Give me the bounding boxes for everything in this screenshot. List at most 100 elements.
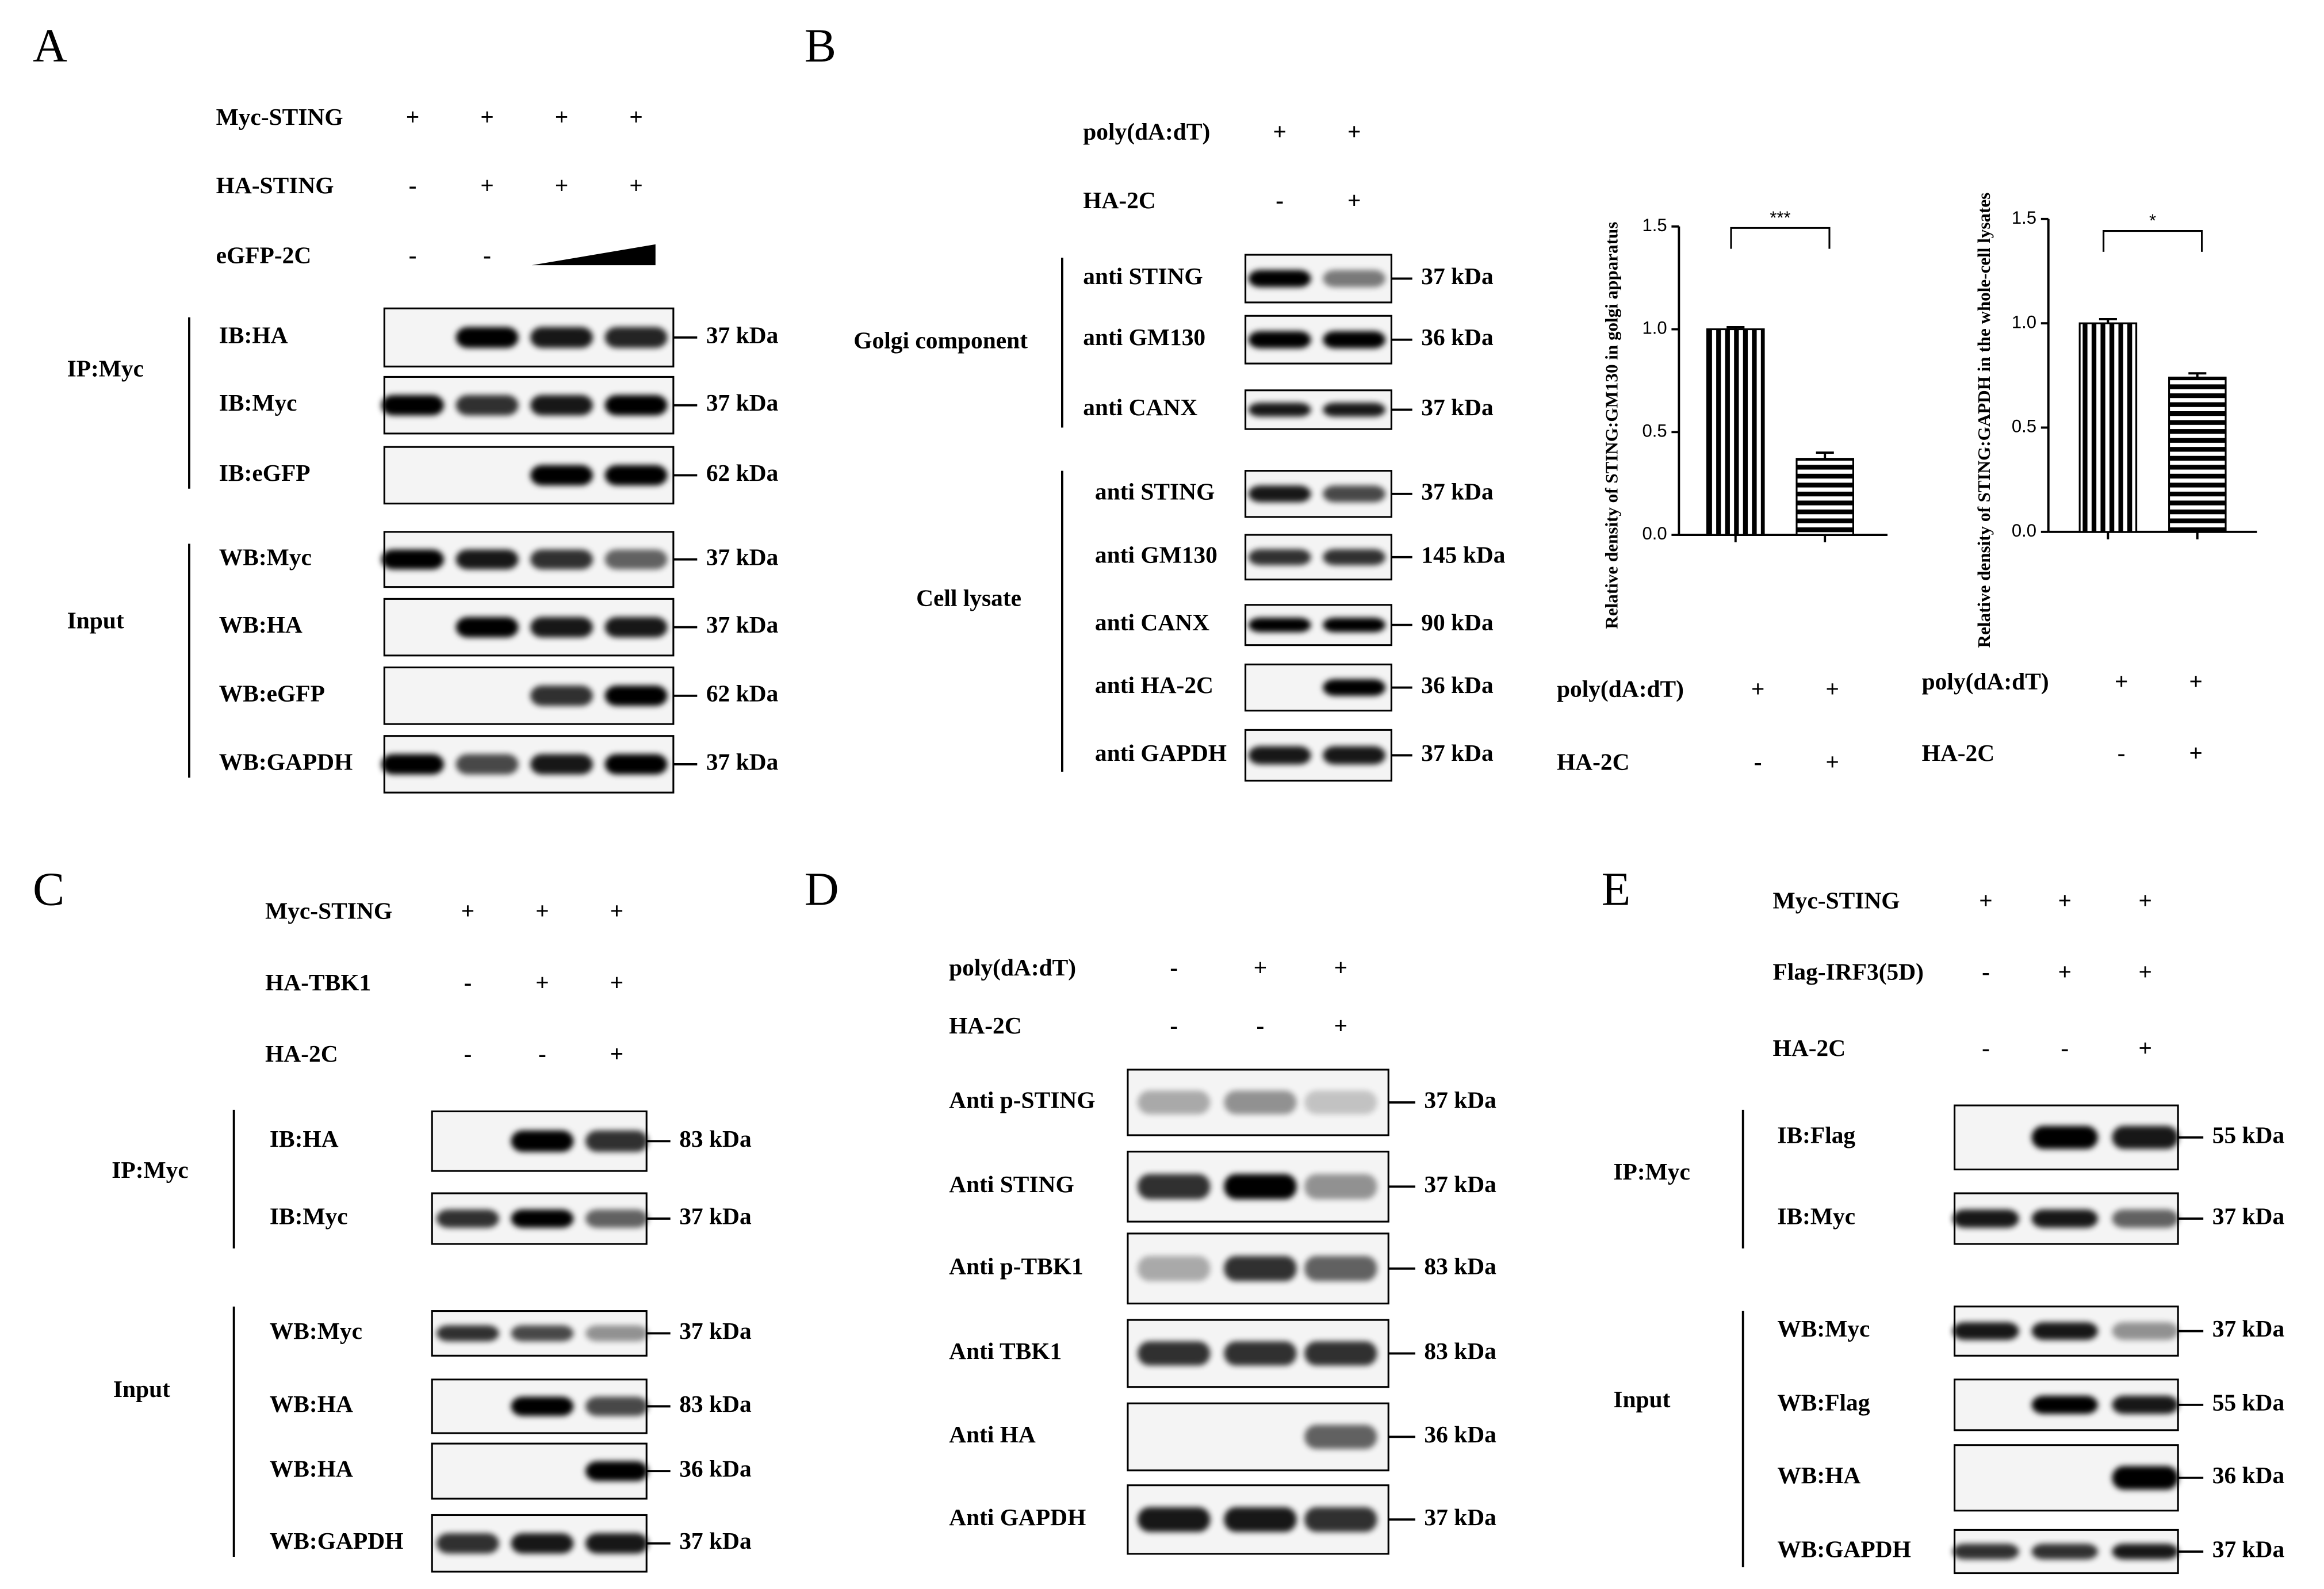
bar bbox=[2168, 376, 2227, 533]
y-tick-label: 0.5 bbox=[2012, 416, 2036, 437]
size-label: 37 kDa bbox=[2212, 1203, 2285, 1229]
band bbox=[1248, 331, 1311, 349]
condition-mark: - bbox=[1170, 954, 1178, 981]
band bbox=[1304, 1255, 1377, 1281]
condition-mark: + bbox=[1334, 1012, 1348, 1039]
condition-mark: + bbox=[535, 969, 549, 995]
blot-label: Anti GAPDH bbox=[949, 1504, 1086, 1530]
band bbox=[1248, 403, 1311, 417]
band bbox=[1138, 1174, 1211, 1200]
band bbox=[1304, 1174, 1377, 1200]
band bbox=[436, 1209, 499, 1228]
condition-name: poly(dA:dT) bbox=[1557, 676, 1684, 703]
size-label: 37 kDa bbox=[1424, 1086, 1496, 1113]
blot-label: IB:eGFP bbox=[219, 460, 311, 486]
condition-mark: - bbox=[2061, 1035, 2069, 1061]
blot-label: IB:HA bbox=[270, 1125, 339, 1152]
band bbox=[585, 1533, 648, 1554]
blot-label: anti GM130 bbox=[1095, 541, 1217, 568]
y-tick-label: 1.5 bbox=[2012, 208, 2036, 228]
band bbox=[2031, 1544, 2098, 1560]
blot-label: IB:HA bbox=[219, 321, 288, 348]
condition-mark: + bbox=[2058, 959, 2072, 985]
band bbox=[2112, 1466, 2178, 1490]
band bbox=[1323, 746, 1386, 765]
size-label: 83 kDa bbox=[1424, 1338, 1496, 1364]
size-label: 55 kDa bbox=[2212, 1121, 2285, 1148]
bar bbox=[2078, 322, 2138, 533]
band bbox=[381, 549, 444, 569]
size-label: 36 kDa bbox=[2212, 1462, 2285, 1488]
size-label: 37 kDa bbox=[1421, 263, 1494, 289]
band bbox=[585, 1396, 648, 1416]
condition-mark: - bbox=[1982, 1035, 1990, 1061]
condition-mark: + bbox=[2138, 959, 2152, 985]
condition-mark: + bbox=[1825, 748, 1839, 775]
condition-mark: + bbox=[1825, 676, 1839, 702]
size-label: 37 kDa bbox=[706, 389, 779, 416]
band bbox=[1248, 485, 1311, 503]
condition-mark: + bbox=[610, 969, 624, 995]
band bbox=[1224, 1507, 1297, 1532]
blot-label: IB:Myc bbox=[219, 389, 297, 416]
condition-mark: + bbox=[2189, 668, 2203, 695]
band bbox=[1304, 1425, 1377, 1449]
size-label: 37 kDa bbox=[2212, 1536, 2285, 1562]
blot-label: WB:HA bbox=[270, 1456, 353, 1482]
blot-label: anti CANX bbox=[1083, 394, 1197, 420]
size-label: 37 kDa bbox=[1421, 740, 1494, 766]
gradient-wedge bbox=[531, 244, 656, 266]
band bbox=[1248, 746, 1311, 765]
band bbox=[455, 617, 519, 638]
blot-label: Anti p-TBK1 bbox=[949, 1253, 1083, 1279]
condition-name: poly(dA:dT) bbox=[949, 954, 1076, 981]
band bbox=[585, 1209, 648, 1228]
band bbox=[1248, 270, 1311, 288]
group-name: IP:Myc bbox=[112, 1157, 188, 1183]
panel-label: D bbox=[805, 862, 839, 915]
band bbox=[2031, 1125, 2098, 1149]
blot-label: WB:Myc bbox=[270, 1318, 362, 1344]
size-label: 83 kDa bbox=[1424, 1253, 1496, 1279]
blot-label: IB:Myc bbox=[270, 1203, 348, 1229]
band bbox=[511, 1130, 574, 1152]
condition-mark: + bbox=[1273, 118, 1287, 145]
band bbox=[604, 465, 668, 486]
condition-mark: + bbox=[555, 172, 569, 198]
condition-mark: + bbox=[1751, 676, 1765, 702]
band bbox=[585, 1325, 648, 1342]
condition-mark: + bbox=[480, 104, 494, 130]
band bbox=[2031, 1395, 2098, 1414]
blot-label: Anti TBK1 bbox=[949, 1338, 1062, 1364]
band bbox=[604, 549, 668, 569]
size-label: 36 kDa bbox=[1421, 672, 1494, 698]
condition-name: HA-2C bbox=[265, 1040, 338, 1067]
blot-label: IB:Flag bbox=[1777, 1121, 1855, 1148]
blot-label: WB:eGFP bbox=[219, 680, 325, 706]
condition-mark: - bbox=[1754, 748, 1762, 775]
size-label: 55 kDa bbox=[2212, 1389, 2285, 1415]
blot-label: WB:HA bbox=[1777, 1462, 1860, 1488]
condition-name: Myc-STING bbox=[1773, 887, 1900, 913]
y-tick-label: 1.5 bbox=[1642, 215, 1667, 235]
condition-mark: - bbox=[464, 969, 472, 995]
band bbox=[530, 686, 593, 706]
condition-mark: + bbox=[2189, 740, 2203, 766]
condition-mark: + bbox=[1254, 954, 1268, 981]
condition-mark: + bbox=[555, 104, 569, 130]
y-axis-label: Relative density of STING:GAPDH in the w… bbox=[1974, 193, 1994, 648]
size-label: 37 kDa bbox=[706, 321, 779, 348]
band bbox=[1323, 679, 1386, 696]
band bbox=[436, 1325, 499, 1342]
condition-mark: + bbox=[461, 897, 475, 924]
group-name: IP:Myc bbox=[67, 355, 144, 382]
band bbox=[511, 1396, 574, 1416]
blot-label: anti CANX bbox=[1095, 609, 1209, 635]
significance-bracket bbox=[1730, 227, 1831, 249]
group-name: Cell lysate bbox=[916, 584, 1021, 611]
blot-label: WB:HA bbox=[270, 1391, 353, 1417]
size-label: 36 kDa bbox=[1424, 1421, 1496, 1448]
condition-mark: + bbox=[2115, 668, 2128, 695]
bar bbox=[1706, 328, 1765, 536]
